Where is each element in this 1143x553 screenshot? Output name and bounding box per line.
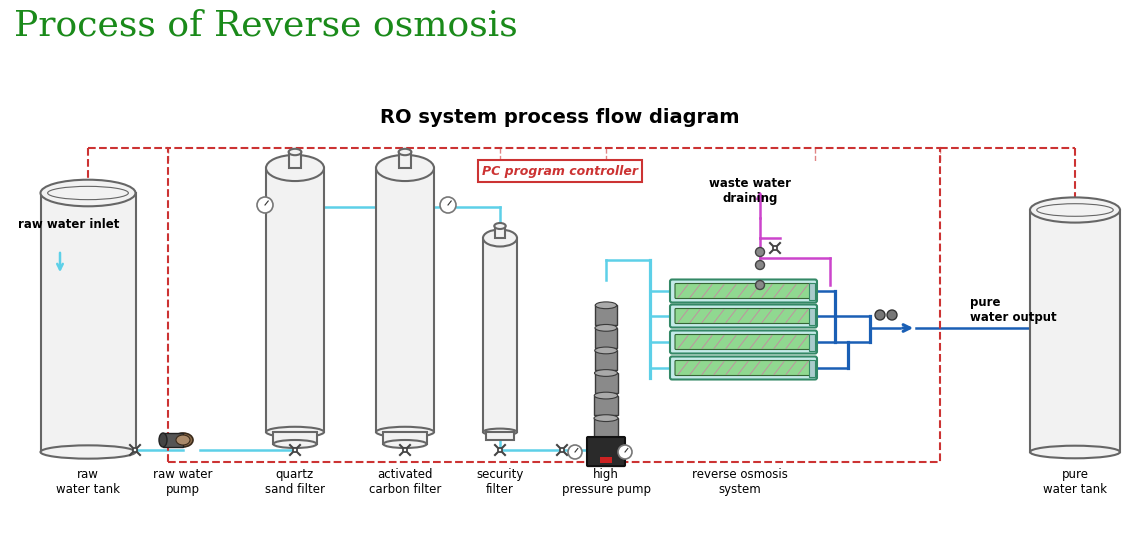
Ellipse shape [176,435,190,445]
Ellipse shape [596,302,617,309]
Bar [383,432,426,444]
Circle shape [876,310,885,320]
Bar [809,359,815,377]
Bar [40,193,136,452]
Circle shape [257,197,273,213]
Bar [289,152,302,168]
Circle shape [402,448,407,452]
FancyBboxPatch shape [676,309,812,324]
FancyBboxPatch shape [478,160,642,182]
Text: raw
water tank: raw water tank [56,468,120,496]
Ellipse shape [594,415,618,421]
Text: raw water
pump: raw water pump [153,468,213,496]
Circle shape [756,248,765,257]
Text: waste water
draining: waste water draining [709,177,791,205]
Ellipse shape [266,427,323,437]
FancyBboxPatch shape [588,437,625,466]
Text: Process of Reverse osmosis: Process of Reverse osmosis [14,8,518,42]
Ellipse shape [266,155,323,181]
Circle shape [618,445,632,459]
FancyBboxPatch shape [670,305,817,327]
Ellipse shape [594,369,617,377]
FancyBboxPatch shape [676,335,812,349]
FancyBboxPatch shape [670,279,817,302]
FancyBboxPatch shape [676,361,812,375]
Bar [600,457,612,463]
Ellipse shape [376,427,434,437]
FancyBboxPatch shape [670,331,817,353]
Bar [594,395,617,415]
Circle shape [498,448,502,452]
FancyBboxPatch shape [670,357,817,379]
Ellipse shape [594,347,617,354]
Ellipse shape [399,149,411,155]
Bar [399,152,411,168]
Text: PC program controller: PC program controller [482,164,638,178]
Text: RO system process flow diagram: RO system process flow diagram [381,108,740,127]
Bar [273,432,317,444]
Bar [809,307,815,325]
Circle shape [756,280,765,290]
Ellipse shape [1030,197,1120,223]
Bar [483,238,517,432]
Ellipse shape [483,229,517,247]
Bar [596,328,617,348]
Bar [487,432,513,440]
Bar [594,373,617,393]
Text: reverse osmosis
system: reverse osmosis system [692,468,788,496]
Bar [809,333,815,351]
Circle shape [440,197,456,213]
Bar [163,433,183,447]
Circle shape [560,448,565,452]
Circle shape [773,246,777,250]
Bar [495,226,505,238]
Ellipse shape [159,433,167,447]
Text: quartz
sand filter: quartz sand filter [265,468,325,496]
Ellipse shape [483,429,517,435]
Ellipse shape [1030,446,1120,458]
Circle shape [756,260,765,269]
Ellipse shape [173,433,193,447]
Circle shape [887,310,897,320]
Text: pure
water output: pure water output [970,296,1056,324]
Text: pure
water tank: pure water tank [1044,468,1108,496]
Bar [1030,210,1120,452]
Ellipse shape [376,155,434,181]
Bar [809,283,815,300]
Text: high
pressure pump: high pressure pump [561,468,650,496]
Bar [594,351,617,371]
Text: security
filter: security filter [477,468,523,496]
Ellipse shape [40,180,136,206]
Ellipse shape [289,149,302,155]
Circle shape [568,445,582,459]
Bar [596,305,617,325]
Ellipse shape [383,440,426,448]
Bar [266,168,323,432]
Ellipse shape [40,445,136,458]
Ellipse shape [596,325,617,331]
FancyBboxPatch shape [676,284,812,299]
Ellipse shape [494,223,505,229]
Bar [168,148,940,462]
Text: raw water inlet: raw water inlet [18,218,119,232]
Circle shape [293,448,297,452]
Circle shape [133,448,137,452]
Text: activated
carbon filter: activated carbon filter [369,468,441,496]
Bar [376,168,434,432]
Ellipse shape [273,440,317,448]
Ellipse shape [594,392,617,399]
Bar [594,418,618,438]
